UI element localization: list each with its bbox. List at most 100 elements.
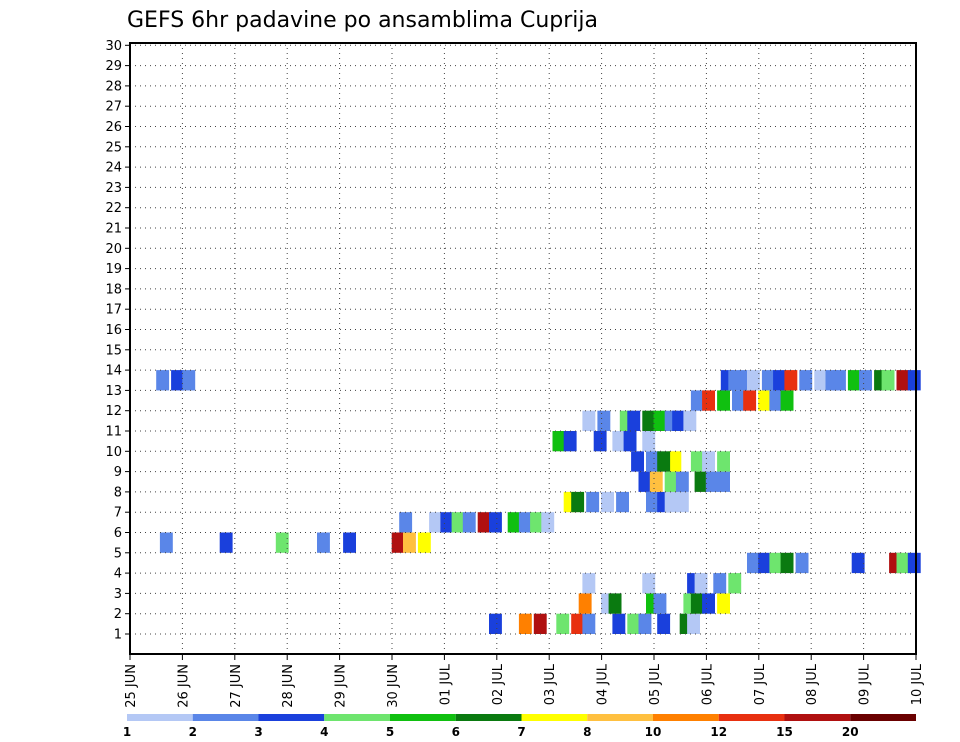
heatmap-cell bbox=[403, 532, 416, 553]
x-tick-label: 26 JUN bbox=[176, 664, 191, 708]
heatmap-cell bbox=[507, 512, 521, 533]
heatmap-cell bbox=[649, 471, 663, 492]
heatmap-cell bbox=[694, 471, 708, 492]
heatmap-cell bbox=[795, 552, 809, 574]
colorbar-segment bbox=[850, 714, 916, 721]
heatmap-cell bbox=[612, 613, 626, 634]
heatmap-cell bbox=[440, 512, 454, 533]
heatmap-cell bbox=[571, 613, 585, 634]
heatmap-cell bbox=[675, 491, 689, 513]
chart-title: GEFS 6hr padavine po ansamblima Cuprija bbox=[127, 8, 598, 33]
heatmap-cell bbox=[657, 451, 671, 472]
heatmap-cell bbox=[799, 370, 813, 391]
heatmap-cell bbox=[317, 532, 330, 553]
y-tick-label: 21 bbox=[105, 222, 122, 237]
colorbar-segment bbox=[718, 714, 785, 721]
heatmap-cell bbox=[429, 512, 442, 533]
heatmap-cell bbox=[159, 532, 173, 553]
colorbar-label: 3 bbox=[254, 725, 262, 739]
heatmap-cell bbox=[705, 471, 719, 492]
heatmap-cell bbox=[780, 552, 794, 574]
heatmap-cell bbox=[597, 410, 611, 431]
x-tick-label: 10 JUL bbox=[910, 663, 925, 705]
y-tick-label: 30 bbox=[105, 39, 122, 54]
x-tick-label: 30 JUN bbox=[386, 664, 401, 708]
y-tick-label: 23 bbox=[105, 181, 122, 196]
heatmap-cell bbox=[530, 512, 543, 533]
heatmap-cell bbox=[683, 410, 697, 431]
colorbar-label: 10 bbox=[645, 725, 662, 739]
heatmap-cell bbox=[690, 451, 704, 472]
heatmap-cell bbox=[582, 573, 596, 594]
y-tick-label: 25 bbox=[105, 140, 122, 155]
heatmap-cell bbox=[814, 370, 828, 391]
heatmap-cell bbox=[578, 593, 592, 614]
heatmap-cell bbox=[851, 552, 865, 574]
heatmap-cell bbox=[859, 370, 872, 391]
heatmap-cell bbox=[275, 532, 289, 553]
heatmap-cell bbox=[642, 431, 656, 452]
heatmap-cell bbox=[694, 573, 708, 594]
colorbar-label: 2 bbox=[189, 725, 197, 739]
heatmap-cell bbox=[657, 613, 671, 634]
heatmap-cell bbox=[690, 390, 704, 411]
y-tick-label: 6 bbox=[114, 526, 122, 541]
heatmap-cell bbox=[653, 593, 667, 614]
y-tick-label: 12 bbox=[105, 404, 122, 419]
y-tick-label: 1 bbox=[114, 628, 122, 643]
heatmap-cell bbox=[780, 390, 794, 411]
y-tick-label: 18 bbox=[105, 282, 122, 297]
colorbar-label: 12 bbox=[710, 725, 727, 739]
heatmap-cell bbox=[343, 532, 356, 553]
heatmap-cell bbox=[728, 370, 742, 391]
heatmap-cells bbox=[156, 370, 921, 634]
heatmap-cell bbox=[717, 593, 730, 614]
colorbar-label: 8 bbox=[583, 725, 591, 739]
colorbar-label: 6 bbox=[452, 725, 460, 739]
y-tick-label: 24 bbox=[105, 161, 122, 176]
heatmap-cell bbox=[728, 573, 742, 594]
heatmap-cell bbox=[623, 431, 637, 452]
y-tick-label: 10 bbox=[105, 445, 122, 460]
heatmap-cell bbox=[653, 410, 667, 431]
heatmap-cell bbox=[668, 451, 682, 472]
y-tick-label: 11 bbox=[105, 425, 122, 440]
heatmap-cell bbox=[417, 532, 431, 553]
heatmap-cell bbox=[571, 491, 585, 513]
colorbar-label: 5 bbox=[386, 725, 394, 739]
heatmap-cell bbox=[451, 512, 465, 533]
heatmap-cell bbox=[713, 573, 727, 594]
colorbar-segment bbox=[587, 714, 653, 721]
heatmap-cell bbox=[616, 491, 629, 513]
heatmap-cell bbox=[717, 471, 730, 492]
heatmap-cell bbox=[646, 491, 659, 513]
heatmap-cell bbox=[743, 390, 757, 411]
heatmap-cell bbox=[907, 552, 921, 574]
heatmap-cell bbox=[462, 512, 476, 533]
heatmap-cell bbox=[664, 471, 678, 492]
heatmap-cell bbox=[182, 370, 196, 391]
y-tick-label: 9 bbox=[114, 465, 122, 480]
y-tick-label: 8 bbox=[114, 485, 122, 500]
colorbar-segment bbox=[192, 714, 259, 721]
colorbar-label: 15 bbox=[776, 725, 793, 739]
heatmap-cell bbox=[638, 613, 652, 634]
heatmap-cell bbox=[219, 532, 233, 553]
x-tick-label: 09 JUL bbox=[858, 663, 873, 705]
heatmap-cell bbox=[489, 512, 502, 533]
x-axis-ticks: 25 JUN 26 JUN 27 JUN 28 JUN 29 JUN 30 JUN 01 J… bbox=[124, 654, 925, 708]
heatmap-cell bbox=[586, 491, 600, 513]
colorbar-label: 7 bbox=[517, 725, 525, 739]
x-tick-label: 08 JUL bbox=[805, 663, 820, 705]
heatmap-cell bbox=[608, 593, 622, 614]
x-tick-label: 01 JUL bbox=[438, 663, 453, 705]
x-tick-label: 02 JUL bbox=[491, 663, 506, 705]
heatmap-cell bbox=[672, 410, 686, 431]
heatmap-cell bbox=[896, 370, 910, 391]
colorbar-segment bbox=[784, 714, 851, 721]
colorbar-segment bbox=[455, 714, 522, 721]
y-tick-label: 28 bbox=[105, 79, 122, 94]
colorbar-label: 20 bbox=[842, 725, 859, 739]
heatmap-cell bbox=[747, 552, 760, 574]
